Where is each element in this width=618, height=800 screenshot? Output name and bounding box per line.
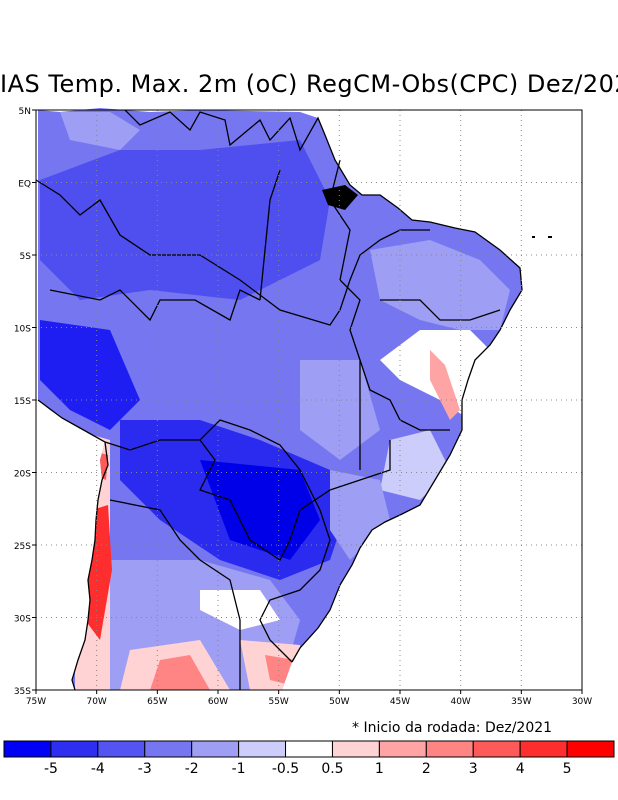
lon-tick-label: 45W bbox=[390, 697, 410, 707]
colorbar-label: -0.5 bbox=[272, 761, 299, 777]
lat-tick-label: EQ bbox=[18, 180, 31, 190]
map-title: IAS Temp. Max. 2m (oC) RegCM-Obs(CPC) De… bbox=[0, 70, 618, 98]
lon-tick-label: 40W bbox=[450, 697, 470, 707]
colorbar-swatch bbox=[97, 740, 146, 758]
colorbar-label: 3 bbox=[469, 761, 478, 777]
colorbar-label: 4 bbox=[516, 761, 525, 777]
map-panel: 5N EQ 5S 10S 15S 20S 25S 30S 35S 75W 70W 65W 60W 55W 5… bbox=[0, 100, 618, 714]
colorbar-swatch bbox=[238, 740, 287, 758]
colorbar-swatch bbox=[378, 740, 427, 758]
colorbar-label: 1 bbox=[375, 761, 384, 777]
lat-tick-label: 20S bbox=[14, 470, 31, 480]
lon-tick-label: 50W bbox=[329, 697, 349, 707]
lat-tick-label: 5S bbox=[20, 252, 32, 262]
colorbar-swatch bbox=[519, 740, 568, 758]
lon-tick-label: 30W bbox=[572, 697, 592, 707]
lat-tick-label: 5N bbox=[19, 107, 31, 117]
lat-tick-label: 30S bbox=[14, 615, 31, 625]
lon-tick-label: 60W bbox=[208, 697, 228, 707]
colorbar-swatch bbox=[425, 740, 474, 758]
marajo-island bbox=[322, 185, 358, 210]
colorbar-label: -5 bbox=[44, 761, 58, 777]
graticule bbox=[36, 110, 582, 690]
lon-tick-label: 55W bbox=[268, 697, 288, 707]
colorbar-swatch bbox=[331, 740, 380, 758]
country-boundaries bbox=[35, 109, 523, 691]
colorbar-label: 0.5 bbox=[321, 761, 343, 777]
lat-tick-label: 25S bbox=[14, 542, 31, 552]
colorbar-swatch bbox=[50, 740, 99, 758]
colorbar-label: 2 bbox=[422, 761, 431, 777]
colorbar-swatch bbox=[191, 740, 240, 758]
lat-tick-label: 10S bbox=[14, 325, 31, 335]
colorbar-label: 5 bbox=[563, 761, 572, 777]
run-start-note: * Inicio da rodada: Dez/2021 bbox=[352, 720, 553, 736]
plot-frame bbox=[35, 109, 583, 691]
colorbar-swatch bbox=[472, 740, 521, 758]
colorbar: -5 -4 -3 -2 -1 -0.5 0.5 1 2 3 4 5 bbox=[3, 740, 615, 777]
colorbar-swatch bbox=[144, 740, 193, 758]
colorbar-label: -4 bbox=[91, 761, 105, 777]
colorbar-swatch bbox=[3, 740, 52, 758]
lon-tick-label: 35W bbox=[511, 697, 531, 707]
lat-tick-label: 35S bbox=[14, 687, 31, 697]
colorbar-swatch bbox=[566, 740, 615, 758]
colorbar-swatch bbox=[285, 740, 333, 758]
lon-tick-label: 65W bbox=[147, 697, 167, 707]
colorbar-label: -1 bbox=[232, 761, 246, 777]
lat-tick-label: 15S bbox=[14, 397, 31, 407]
colorbar-label: -3 bbox=[138, 761, 152, 777]
colorbar-label: -2 bbox=[185, 761, 199, 777]
lon-tick-label: 70W bbox=[86, 697, 106, 707]
lon-tick-label: 75W bbox=[26, 697, 46, 707]
